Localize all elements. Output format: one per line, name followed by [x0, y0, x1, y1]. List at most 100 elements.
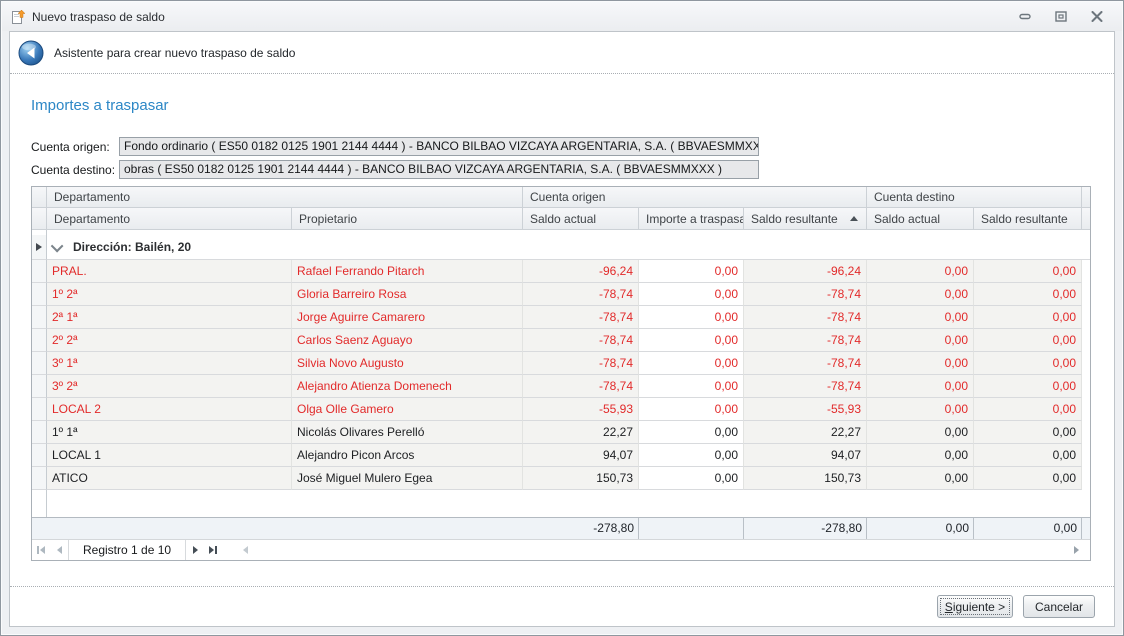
cell-saldo-resultante-destino[interactable]: 0,00 [974, 329, 1082, 352]
cancel-button[interactable]: Cancelar [1023, 595, 1095, 618]
first-record-button[interactable] [32, 540, 50, 560]
cell-saldo-resultante[interactable]: -78,74 [744, 375, 867, 398]
scroll-right-arrow[interactable] [1067, 540, 1085, 560]
header-saldo-resultante[interactable]: Saldo resultante [744, 208, 867, 230]
cell-saldo-actual-destino[interactable]: 0,00 [867, 283, 974, 306]
scroll-left-arrow[interactable] [236, 540, 254, 560]
cell-saldo-actual-destino[interactable]: 0,00 [867, 352, 974, 375]
cell-importe-a-traspasar[interactable]: 0,00 [639, 329, 744, 352]
cell-saldo-resultante-destino[interactable]: 0,00 [974, 283, 1082, 306]
cell-propietario[interactable]: Alejandro Atienza Domenech [292, 375, 523, 398]
cell-propietario[interactable]: Gloria Barreiro Rosa [292, 283, 523, 306]
cell-saldo-actual[interactable]: -78,74 [523, 375, 639, 398]
title-bar[interactable]: Nuevo traspaso de saldo [2, 2, 1122, 31]
cell-saldo-resultante-destino[interactable]: 0,00 [974, 306, 1082, 329]
cell-saldo-actual-destino[interactable]: 0,00 [867, 467, 974, 490]
cell-departamento[interactable]: 1º 1ª [47, 421, 292, 444]
origin-account-field[interactable]: Fondo ordinario ( ES50 0182 0125 1901 21… [119, 137, 759, 156]
cell-departamento[interactable]: 1º 2ª [47, 283, 292, 306]
cell-importe-a-traspasar[interactable]: 0,00 [639, 352, 744, 375]
table-row: PRAL. Rafael Ferrando Pitarch -96,24 0,0… [32, 260, 1090, 283]
cell-saldo-resultante[interactable]: 94,07 [744, 444, 867, 467]
cell-propietario[interactable]: Nicolás Olivares Perelló [292, 421, 523, 444]
cell-saldo-actual-destino[interactable]: 0,00 [867, 306, 974, 329]
cell-departamento[interactable]: 3º 2ª [47, 375, 292, 398]
cell-saldo-actual-destino[interactable]: 0,00 [867, 444, 974, 467]
cell-saldo-resultante[interactable]: -78,74 [744, 283, 867, 306]
cell-importe-a-traspasar[interactable]: 0,00 [639, 375, 744, 398]
header-saldo-actual[interactable]: Saldo actual [523, 208, 639, 230]
cell-importe-a-traspasar[interactable]: 0,00 [639, 398, 744, 421]
cell-importe-a-traspasar[interactable]: 0,00 [639, 283, 744, 306]
previous-record-button[interactable] [50, 540, 68, 560]
cell-departamento[interactable]: 2ª 1ª [47, 306, 292, 329]
cell-importe-a-traspasar[interactable]: 0,00 [639, 467, 744, 490]
cell-saldo-resultante-destino[interactable]: 0,00 [974, 398, 1082, 421]
cell-saldo-resultante[interactable]: -78,74 [744, 352, 867, 375]
next-record-button[interactable] [186, 540, 204, 560]
row-indicator-cell [32, 375, 47, 398]
cell-propietario[interactable]: Carlos Saenz Aguayo [292, 329, 523, 352]
cell-importe-a-traspasar[interactable]: 0,00 [639, 421, 744, 444]
header-saldo-resultante-destino[interactable]: Saldo resultante [974, 208, 1082, 230]
cell-saldo-actual[interactable]: -78,74 [523, 306, 639, 329]
cell-propietario[interactable]: Jorge Aguirre Camarero [292, 306, 523, 329]
last-record-button[interactable] [204, 540, 222, 560]
header-propietario[interactable]: Propietario [292, 208, 523, 230]
cell-saldo-resultante-destino[interactable]: 0,00 [974, 352, 1082, 375]
cell-saldo-resultante[interactable]: 150,73 [744, 467, 867, 490]
cell-importe-a-traspasar[interactable]: 0,00 [639, 306, 744, 329]
cell-saldo-actual[interactable]: -55,93 [523, 398, 639, 421]
cell-departamento[interactable]: PRAL. [47, 260, 292, 283]
cell-saldo-actual[interactable]: 150,73 [523, 467, 639, 490]
cell-saldo-resultante-destino[interactable]: 0,00 [974, 375, 1082, 398]
cell-saldo-resultante[interactable]: -78,74 [744, 306, 867, 329]
minimize-button[interactable] [1014, 9, 1036, 25]
cell-importe-a-traspasar[interactable]: 0,00 [639, 444, 744, 467]
destination-account-field[interactable]: obras ( ES50 0182 0125 1901 2144 4444 ) … [119, 160, 759, 179]
header-departamento[interactable]: Departamento [47, 208, 292, 230]
band-cuenta-destino[interactable]: Cuenta destino [867, 187, 1082, 208]
cell-propietario[interactable]: Silvia Novo Augusto [292, 352, 523, 375]
cell-importe-a-traspasar[interactable]: 0,00 [639, 260, 744, 283]
cell-saldo-actual[interactable]: -78,74 [523, 329, 639, 352]
back-button[interactable] [18, 40, 44, 66]
cell-saldo-actual-destino[interactable]: 0,00 [867, 375, 974, 398]
cell-saldo-actual-destino[interactable]: 0,00 [867, 260, 974, 283]
collapse-chevron-icon[interactable] [50, 239, 64, 252]
cell-departamento[interactable]: LOCAL 2 [47, 398, 292, 421]
cell-saldo-resultante-destino[interactable]: 0,00 [974, 444, 1082, 467]
cell-saldo-actual-destino[interactable]: 0,00 [867, 398, 974, 421]
cell-propietario[interactable]: Rafael Ferrando Pitarch [292, 260, 523, 283]
close-button[interactable] [1086, 9, 1108, 25]
cell-saldo-actual[interactable]: 22,27 [523, 421, 639, 444]
cell-saldo-actual[interactable]: -78,74 [523, 352, 639, 375]
cell-saldo-actual[interactable]: 94,07 [523, 444, 639, 467]
cell-saldo-resultante[interactable]: 22,27 [744, 421, 867, 444]
band-cuenta-origen[interactable]: Cuenta origen [523, 187, 867, 208]
cell-propietario[interactable]: Alejandro Picon Arcos [292, 444, 523, 467]
cell-saldo-resultante[interactable]: -96,24 [744, 260, 867, 283]
cell-saldo-actual[interactable]: -96,24 [523, 260, 639, 283]
next-button[interactable]: Siguiente > [937, 595, 1013, 618]
cell-saldo-resultante-destino[interactable]: 0,00 [974, 260, 1082, 283]
cell-saldo-resultante[interactable]: -55,93 [744, 398, 867, 421]
header-saldo-actual-destino[interactable]: Saldo actual [867, 208, 974, 230]
cell-saldo-actual[interactable]: -78,74 [523, 283, 639, 306]
cell-saldo-actual-destino[interactable]: 0,00 [867, 329, 974, 352]
header-importe-a-traspasar[interactable]: Importe a traspasar [639, 208, 744, 230]
group-row[interactable]: Dirección: Bailén, 20 [32, 235, 1090, 260]
cell-departamento[interactable]: LOCAL 1 [47, 444, 292, 467]
cell-departamento[interactable]: 2º 2ª [47, 329, 292, 352]
cell-propietario[interactable]: José Miguel Mulero Egea [292, 467, 523, 490]
cell-saldo-resultante-destino[interactable]: 0,00 [974, 421, 1082, 444]
indicator-column-rest [32, 490, 47, 517]
cell-saldo-resultante-destino[interactable]: 0,00 [974, 467, 1082, 490]
band-departamento[interactable]: Departamento [47, 187, 523, 208]
cell-departamento[interactable]: 3º 1ª [47, 352, 292, 375]
cell-saldo-resultante[interactable]: -78,74 [744, 329, 867, 352]
cell-propietario[interactable]: Olga Olle Gamero [292, 398, 523, 421]
maximize-button[interactable] [1050, 9, 1072, 25]
cell-departamento[interactable]: ATICO [47, 467, 292, 490]
cell-saldo-actual-destino[interactable]: 0,00 [867, 421, 974, 444]
